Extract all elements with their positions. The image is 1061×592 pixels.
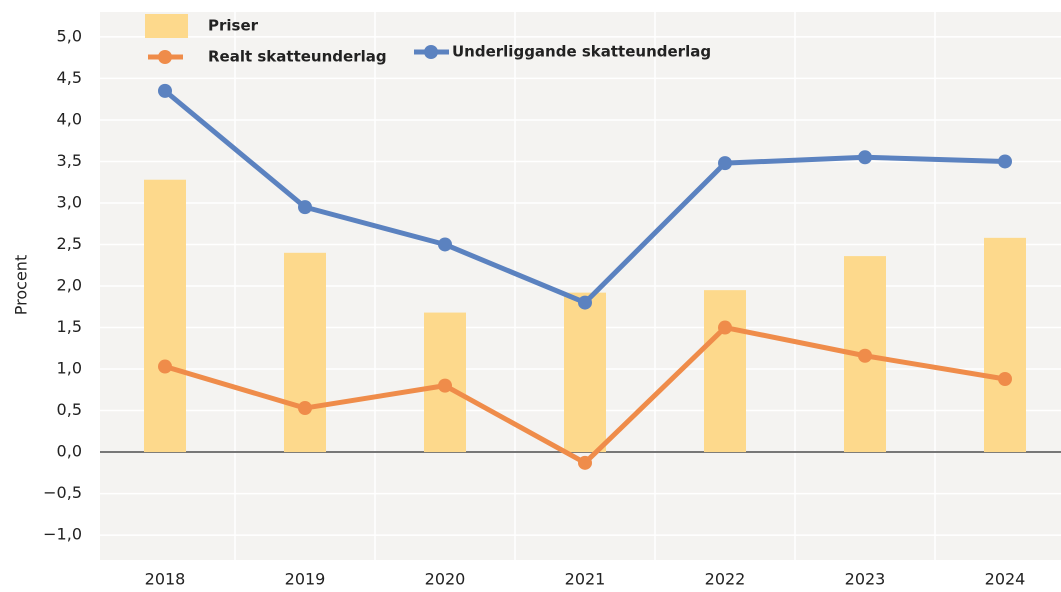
point — [298, 200, 312, 215]
point — [438, 378, 452, 393]
point — [718, 320, 732, 335]
y-tick-label: 5,0 — [57, 26, 82, 45]
bar — [144, 179, 186, 453]
point — [298, 401, 312, 416]
y-tick-label: 2,5 — [57, 234, 82, 253]
y-tick-label: 3,5 — [57, 151, 82, 170]
x-tick-label: 2019 — [285, 570, 326, 589]
x-tick-label: 2018 — [145, 570, 186, 589]
y-tick-label: 1,0 — [57, 359, 82, 378]
point — [158, 83, 172, 98]
point — [998, 371, 1012, 386]
x-tick-label: 2021 — [565, 570, 606, 589]
y-tick-label: 2,0 — [57, 276, 82, 295]
y-tick-label: 4,0 — [57, 109, 82, 128]
legend-label: Priser — [208, 17, 259, 35]
point — [578, 455, 592, 470]
point — [578, 295, 592, 310]
point — [998, 154, 1012, 169]
legend-swatch — [145, 14, 188, 38]
bar — [704, 290, 746, 453]
point — [438, 237, 452, 252]
legend-swatch — [424, 45, 438, 59]
point — [718, 156, 732, 171]
y-tick-label: −1,0 — [43, 525, 82, 544]
y-axis-label: Procent — [12, 255, 31, 315]
point — [858, 348, 872, 363]
x-tick-label: 2023 — [845, 570, 886, 589]
point — [858, 150, 872, 165]
legend-label: Underliggande skatteunderlag — [452, 43, 711, 61]
point — [158, 359, 172, 374]
bar — [564, 292, 606, 453]
x-tick-label: 2020 — [425, 570, 466, 589]
bar — [984, 237, 1026, 453]
legend-label: Realt skatteunderlag — [208, 48, 387, 66]
y-tick-label: 1,5 — [57, 317, 82, 336]
legend-swatch — [158, 50, 172, 64]
bar — [284, 252, 326, 453]
y-tick-label: 0,5 — [57, 400, 82, 419]
y-tick-label: −0,5 — [43, 483, 82, 502]
x-tick-label: 2022 — [705, 570, 746, 589]
y-tick-label: 0,0 — [57, 442, 82, 461]
y-tick-label: 3,0 — [57, 192, 82, 211]
x-tick-label: 2024 — [985, 570, 1026, 589]
y-tick-label: 4,5 — [57, 68, 82, 87]
